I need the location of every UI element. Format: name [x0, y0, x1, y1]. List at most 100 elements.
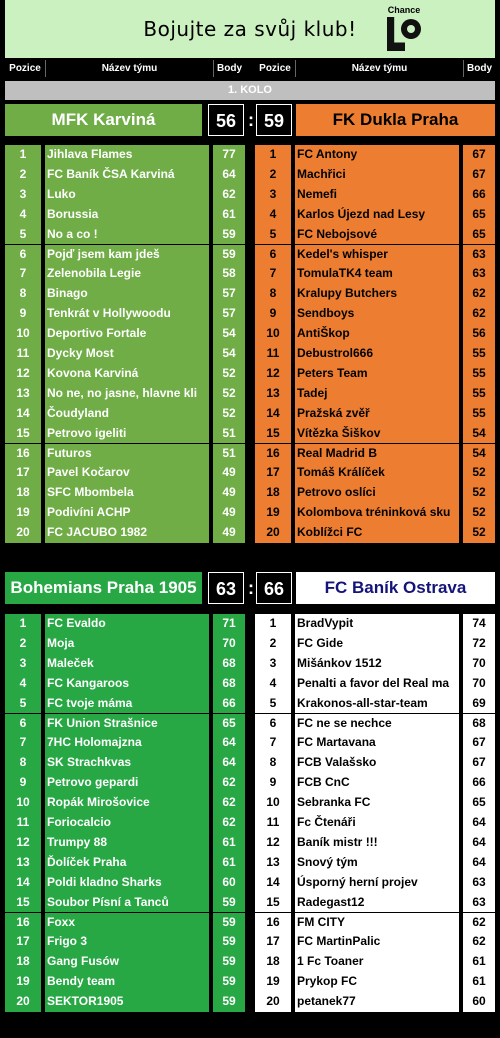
row-position: 8: [5, 753, 41, 774]
row-points: 59: [213, 932, 245, 953]
row-position: 9: [255, 304, 291, 325]
row-position: 19: [5, 972, 41, 993]
row-points: 70: [463, 653, 495, 674]
table-row: 13 Snový tým 64: [255, 852, 495, 873]
table-row: 15 Vítězka Šiškov 54: [255, 423, 495, 444]
row-position: 19: [5, 503, 41, 524]
row-team-name: FC ne se nechce: [295, 713, 459, 734]
row-points: 77: [213, 145, 245, 165]
row-points: 57: [213, 284, 245, 305]
row-points: 67: [463, 164, 495, 185]
row-position: 17: [255, 932, 291, 953]
row-position: 12: [5, 363, 41, 384]
row-team-name: Penalti a favor del Real ma: [295, 673, 459, 694]
row-position: 16: [255, 443, 291, 464]
row-team-name: Foriocalcio: [45, 813, 209, 833]
row-points: 65: [213, 713, 245, 734]
row-position: 3: [255, 653, 291, 674]
row-points: 62: [463, 912, 495, 933]
row-points: 67: [463, 753, 495, 774]
table-row: 8 Kralupy Butchers 62: [255, 284, 495, 305]
logo-text: Chance: [387, 5, 421, 15]
row-team-name: Maleček: [45, 653, 209, 674]
row-position: 17: [5, 932, 41, 953]
row-points: 52: [463, 463, 495, 484]
row-points: 52: [463, 483, 495, 504]
row-position: 20: [255, 523, 291, 543]
row-team-name: SFC Mbombela: [45, 483, 209, 504]
row-points: 60: [213, 872, 245, 893]
table-row: 3 Nemefi 66: [255, 184, 495, 205]
column-header-right: Pozice Název týmu Body: [255, 60, 495, 77]
row-points: 59: [213, 912, 245, 933]
row-position: 2: [5, 633, 41, 654]
row-team-name: FC MartinPalic: [295, 932, 459, 953]
table-row: 19 Podivíni ACHP 49: [5, 503, 245, 524]
table-row: 5 Krakonos-all-star-team 69: [255, 693, 495, 714]
table-row: 6 Kedel's whisper 63: [255, 244, 495, 265]
table-row: 10 Ropák Mirošovice 62: [5, 793, 245, 813]
row-position: 7: [255, 264, 291, 285]
row-position: 15: [255, 892, 291, 913]
table-row: 12 Peters Team 55: [255, 363, 495, 384]
row-team-name: Moja: [45, 633, 209, 654]
row-points: 51: [213, 423, 245, 444]
row-team-name: Petrovo oslíci: [295, 483, 459, 504]
row-position: 13: [5, 852, 41, 873]
row-points: 55: [463, 383, 495, 404]
row-position: 11: [255, 813, 291, 833]
row-team-name: Karlos Újezd nad Lesy: [295, 204, 459, 225]
row-position: 3: [5, 184, 41, 205]
match2-left-score: 63: [208, 572, 244, 604]
table-row: 13 Ďolíček Praha 61: [5, 852, 245, 873]
row-team-name: FC Evaldo: [45, 614, 209, 634]
row-position: 10: [255, 793, 291, 813]
row-position: 4: [5, 673, 41, 694]
column-header-left: Pozice Název týmu Body: [5, 60, 245, 77]
row-position: 12: [255, 832, 291, 853]
table-row: 3 Maleček 68: [5, 653, 245, 674]
chance-logo-icon: Chance: [383, 5, 425, 53]
row-points: 49: [213, 463, 245, 484]
row-position: 1: [255, 145, 291, 165]
row-team-name: Kralupy Butchers: [295, 284, 459, 305]
table-row: 14 Pražská zvěř 55: [255, 403, 495, 424]
row-points: 63: [463, 892, 495, 913]
table-row: 17 Pavel Kočarov 49: [5, 463, 245, 484]
table-row: 17 FC MartinPalic 62: [255, 932, 495, 953]
row-team-name: FC Antony: [295, 145, 459, 165]
table-row: 19 Kolombova tréninková sku 52: [255, 503, 495, 524]
table-row: 1 BradVypit 74: [255, 614, 495, 634]
row-position: 9: [5, 773, 41, 794]
row-team-name: Petrovo igeliti: [45, 423, 209, 444]
table-row: 6 FK Union Strašnice 65: [5, 713, 245, 734]
row-position: 8: [5, 284, 41, 305]
row-team-name: Sebranka FC: [295, 793, 459, 813]
row-team-name: Kedel's whisper: [295, 244, 459, 265]
row-points: 52: [463, 523, 495, 543]
row-position: 16: [255, 912, 291, 933]
table-row: 11 Dycky Most 54: [5, 344, 245, 364]
table-row: 2 FC Baník ČSA Karviná 64: [5, 164, 245, 185]
row-position: 9: [255, 773, 291, 794]
row-position: 18: [255, 483, 291, 504]
row-position: 3: [5, 653, 41, 674]
row-position: 10: [5, 324, 41, 344]
table-row: 4 Penalti a favor del Real ma 70: [255, 673, 495, 694]
row-position: 17: [255, 463, 291, 484]
row-team-name: 1 Fc Toaner: [295, 952, 459, 973]
table-row: 16 Real Madrid B 54: [255, 443, 495, 464]
row-team-name: Čoudyland: [45, 403, 209, 424]
table-row: 15 Petrovo igeliti 51: [5, 423, 245, 444]
table-row: 14 Úsporný herní projev 63: [255, 872, 495, 893]
row-team-name: Kolombova tréninková sku: [295, 503, 459, 524]
row-position: 2: [5, 164, 41, 185]
row-position: 4: [255, 204, 291, 225]
row-team-name: FC Gide: [295, 633, 459, 654]
row-team-name: FC Nebojsové: [295, 224, 459, 245]
row-team-name: Radegast12: [295, 892, 459, 913]
row-position: 15: [255, 423, 291, 444]
table-row: 2 Moja 70: [5, 633, 245, 654]
row-position: 3: [255, 184, 291, 205]
banner: Bojujte za svůj klub! Chance: [5, 0, 495, 58]
